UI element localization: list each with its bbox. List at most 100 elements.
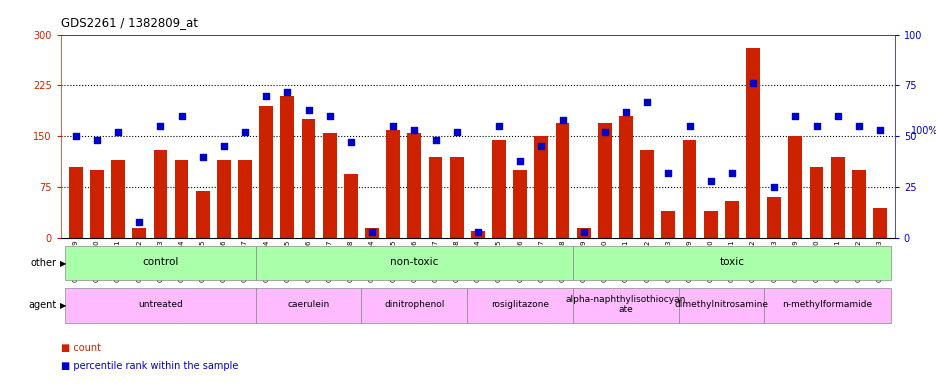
Point (68, 133, 83, 139)
Text: rosiglitazone: rosiglitazone (490, 300, 548, 309)
Text: ▶: ▶ (60, 258, 66, 268)
Bar (555, 123, 569, 238)
Bar (534, 136, 548, 238)
Bar (449, 157, 463, 238)
Bar (787, 136, 801, 238)
Point (597, 129, 612, 135)
Text: untreated: untreated (138, 300, 183, 309)
Point (153, 123, 168, 129)
Point (300, 107, 315, 113)
Point (576, 229, 591, 235)
Bar (573, 288, 679, 323)
Point (681, 123, 696, 129)
Point (258, 93, 273, 99)
Bar (174, 160, 188, 238)
Bar (745, 48, 759, 238)
Bar (573, 246, 889, 280)
Bar (619, 116, 632, 238)
Text: control: control (142, 257, 179, 267)
Bar (809, 167, 823, 238)
Text: ▶: ▶ (60, 301, 66, 310)
Bar (639, 150, 653, 238)
Point (132, 219, 147, 225)
Text: ■ count: ■ count (61, 343, 101, 353)
Bar (280, 96, 294, 238)
Bar (217, 160, 230, 238)
Text: alpha-naphthylisothiocyan
ate: alpha-naphthylisothiocyan ate (565, 295, 685, 314)
Point (110, 129, 125, 135)
Bar (238, 160, 252, 238)
Bar (256, 246, 573, 280)
Point (448, 129, 463, 135)
Point (851, 123, 866, 129)
Bar (386, 129, 400, 238)
Text: non-toxic: non-toxic (389, 257, 438, 267)
Text: other: other (30, 258, 56, 268)
Point (639, 99, 654, 105)
Point (174, 113, 189, 119)
Bar (407, 133, 421, 238)
Text: agent: agent (28, 300, 56, 310)
Bar (471, 231, 484, 238)
Bar (763, 288, 889, 323)
Bar (323, 133, 336, 238)
Bar (467, 288, 573, 323)
Point (491, 123, 506, 129)
Point (618, 109, 633, 115)
Bar (577, 228, 590, 238)
Y-axis label: 100%: 100% (911, 126, 936, 136)
Bar (90, 170, 104, 238)
Bar (154, 150, 168, 238)
Bar (724, 201, 738, 238)
Point (386, 123, 401, 129)
Point (343, 139, 358, 146)
Point (195, 154, 210, 160)
Bar (132, 228, 146, 238)
Text: n-methylformamide: n-methylformamide (782, 300, 871, 309)
Point (89, 137, 104, 144)
Text: caerulein: caerulein (287, 300, 329, 309)
Bar (661, 211, 675, 238)
Bar (851, 170, 865, 238)
Point (702, 178, 717, 184)
Point (512, 158, 527, 164)
Point (554, 117, 569, 123)
Bar (111, 160, 124, 238)
Bar (301, 119, 315, 238)
Point (364, 229, 379, 235)
Bar (597, 123, 611, 238)
Bar (830, 157, 843, 238)
Text: toxic: toxic (719, 257, 743, 267)
Bar (66, 288, 256, 323)
Point (238, 129, 253, 135)
Bar (256, 288, 361, 323)
Bar (259, 106, 272, 238)
Point (808, 123, 823, 129)
Text: ■ percentile rank within the sample: ■ percentile rank within the sample (61, 361, 238, 371)
Bar (513, 170, 527, 238)
Point (216, 144, 231, 150)
Text: dinitrophenol: dinitrophenol (384, 300, 444, 309)
Point (829, 113, 844, 119)
Point (534, 144, 548, 150)
Bar (872, 207, 886, 238)
Point (871, 127, 886, 133)
Point (322, 113, 337, 119)
Point (280, 88, 295, 94)
Point (470, 229, 485, 235)
Point (745, 80, 760, 86)
Point (766, 184, 781, 190)
Bar (491, 140, 505, 238)
Bar (703, 211, 717, 238)
Text: GDS2261 / 1382809_at: GDS2261 / 1382809_at (61, 16, 197, 29)
Bar (68, 167, 82, 238)
Bar (679, 288, 763, 323)
Bar (682, 140, 695, 238)
Point (406, 127, 421, 133)
Bar (344, 174, 358, 238)
Bar (767, 197, 781, 238)
Bar (66, 246, 256, 280)
Point (787, 113, 802, 119)
Point (660, 170, 675, 176)
Bar (196, 190, 210, 238)
